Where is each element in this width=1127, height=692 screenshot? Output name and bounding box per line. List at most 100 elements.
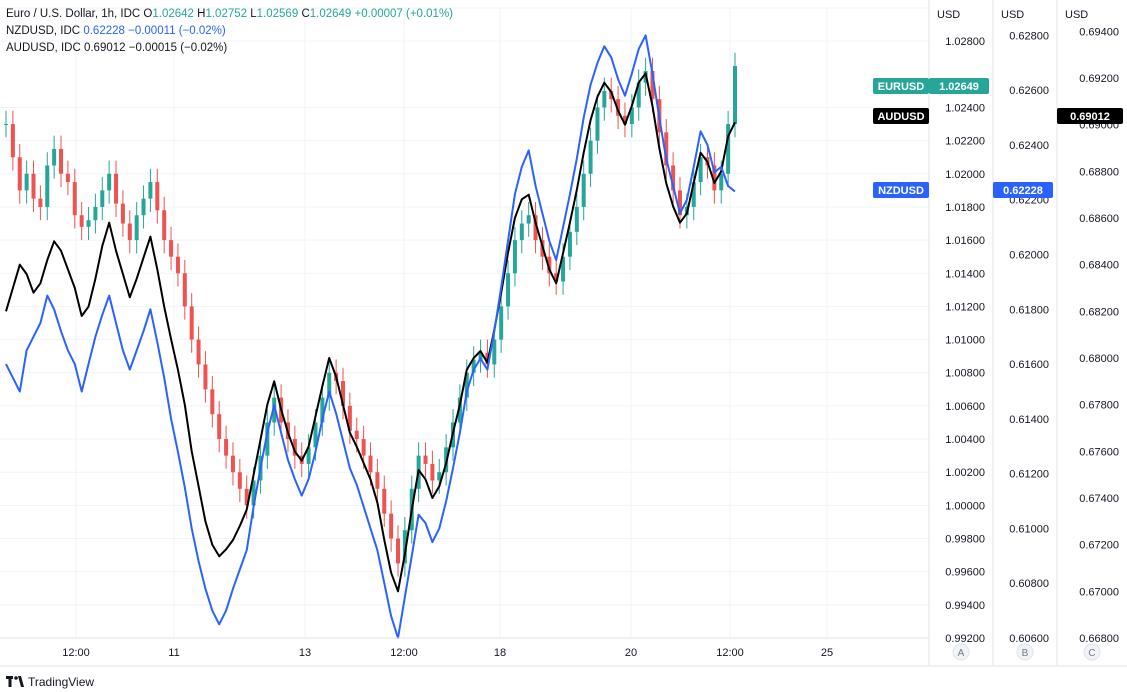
legend-change: +0.00007 (+0.01%) — [354, 8, 453, 20]
axis-b-tick-4: 0.62000 — [1009, 250, 1049, 262]
axis-a-tick-3: 1.02200 — [945, 136, 985, 148]
eurusd-candle-body-91 — [629, 107, 634, 125]
eurusd-candle-body-26 — [182, 273, 187, 307]
eurusd-candle-body-15 — [107, 173, 112, 191]
eurusd-candle-body-50 — [347, 405, 352, 431]
eurusd-candle-body-18 — [127, 223, 132, 241]
audusd-badge-value: 0.69012 — [1070, 111, 1110, 123]
eurusd-candle-body-104 — [719, 173, 724, 191]
eurusd-candle-body-8 — [59, 148, 64, 174]
axis-a-tick-4: 1.02000 — [945, 169, 985, 181]
eurusd-candle-body-66 — [457, 397, 462, 423]
axis-c-button-label: C — [1088, 648, 1095, 659]
eurusd-candle-body-12 — [86, 220, 91, 227]
axis-b-tick-2: 0.62400 — [1009, 140, 1049, 152]
eurusd-candle-body-87 — [602, 90, 607, 108]
axis-a-tick-15: 0.99800 — [945, 534, 985, 546]
eurusd-candle-body-2 — [17, 157, 22, 191]
eurusd-candle-body-56 — [389, 513, 394, 539]
eurusd-candle-body-53 — [368, 455, 373, 473]
eurusd-candle-body-80 — [554, 273, 559, 282]
audusd-badge-value-bg — [1057, 108, 1123, 124]
axis-c-tick-1: 0.69200 — [1079, 73, 1119, 85]
eurusd-candle-body-105 — [726, 124, 731, 174]
eurusd-candle-body-5 — [38, 198, 43, 207]
time-tick-7: 25 — [821, 647, 833, 659]
eurusd-candle-body-103 — [712, 165, 717, 191]
eurusd-candle-body-21 — [148, 182, 153, 199]
eurusd-candle-body-49 — [340, 381, 345, 406]
legend-row-eurusd[interactable]: Euro / U.S. Dollar, 1h, IDC O1.02642 H1.… — [6, 8, 453, 20]
axis-c-button — [1083, 643, 1101, 661]
eurusd-candle-body-74 — [512, 240, 517, 274]
eurusd-candle-body-84 — [581, 173, 586, 207]
time-axis[interactable]: 12:00 11 13 12:00 18 20 12:00 25 — [0, 637, 1127, 667]
axis-a-tick-2: 1.02400 — [945, 102, 985, 114]
legend-nzdusd-change: −0.00011 (−0.02%) — [128, 25, 226, 37]
legend-low: 1.02569 — [256, 8, 299, 20]
axis-c-tick-5: 0.68400 — [1079, 260, 1119, 272]
eurusd-candle-body-57 — [396, 538, 401, 564]
axis-a-tick-10: 1.00800 — [945, 368, 985, 380]
nzdusd-line — [5, 34, 736, 639]
axis-c-tick-11: 0.67200 — [1079, 540, 1119, 552]
eurusd-candle-body-76 — [526, 215, 531, 224]
axis-b-tick-8: 0.61200 — [1009, 469, 1049, 481]
axis-c-tick-8: 0.67800 — [1079, 400, 1119, 412]
eurusd-candle-body-97 — [671, 165, 676, 191]
eurusd-candle-body-23 — [162, 210, 167, 241]
axis-c-tick-12: 0.67000 — [1079, 586, 1119, 598]
eurusd-candle-body-31 — [217, 414, 222, 440]
axis-a-tick-11: 1.00600 — [945, 401, 985, 413]
chart-grid — [0, 7, 929, 639]
tradingview-logo-text: TradingView — [28, 675, 95, 689]
eurusd-candle-body-46 — [320, 397, 325, 423]
price-badges: EURUSD 1.02649 AUDUSD 0.69012 NZDUSD 0.62228 — [873, 78, 1123, 198]
eurusd-candle-body-54 — [375, 472, 380, 489]
axis-a-tick-9: 1.01000 — [945, 335, 985, 347]
legend-audusd-label: AUDUSD, IDC — [6, 42, 81, 54]
legend-row-audusd[interactable]: AUDUSD, IDC 0.69012 −0.00015 (−0.02%) — [6, 40, 453, 57]
eurusd-candle-body-79 — [547, 256, 552, 274]
eurusd-candle-body-98 — [677, 190, 682, 216]
eurusd-candle-body-38 — [265, 422, 270, 456]
axis-c-tick-3: 0.68800 — [1079, 166, 1119, 178]
legend-close: 1.02649 — [309, 8, 352, 20]
legend-open: 1.02642 — [152, 8, 194, 20]
legend: Euro / U.S. Dollar, 1h, IDC O1.02642 H1.… — [6, 6, 453, 57]
eurusd-candle-body-36 — [251, 480, 256, 506]
axis-a-tick-18: 0.99200 — [945, 633, 985, 645]
legend-eurusd-label: Euro / U.S. Dollar, 1h, IDC — [6, 8, 141, 20]
eurusd-candle-body-17 — [120, 203, 125, 224]
eurusd-candle-body-25 — [175, 256, 180, 274]
nzdusd-badge-value: 0.62228 — [1003, 185, 1043, 197]
eurusd-badge-value: 1.02649 — [939, 81, 979, 93]
axis-c-tick-4: 0.68600 — [1079, 213, 1119, 225]
time-tick-6: 12:00 — [716, 647, 744, 659]
axis-a-button-label: A — [958, 648, 965, 659]
tradingview-logo[interactable]: TradingView — [6, 675, 94, 689]
eurusd-candle-body-58 — [402, 530, 407, 564]
eurusd-candle-body-85 — [588, 140, 593, 174]
legend-row-nzdusd[interactable]: NZDUSD, IDC 0.62228 −0.00011 (−0.02%) — [6, 23, 453, 40]
price-axes[interactable]: USD 1.02800 1.02400 1.02200 1.02000 1.01800 1.… — [928, 0, 1127, 666]
eurusd-candle-body-45 — [313, 422, 318, 448]
eurusd-candle-body-1 — [10, 124, 15, 158]
axis-a-tick-16: 0.99600 — [945, 567, 985, 579]
axis-a-tick-6: 1.01600 — [945, 235, 985, 247]
axis-b-tick-1: 0.62600 — [1009, 85, 1049, 97]
eurusd-candle-body-47 — [327, 372, 332, 398]
nzdusd-badge-label-bg — [873, 182, 929, 198]
eurusd-candle-body-20 — [141, 198, 146, 216]
legend-nzdusd-value: 0.62228 — [83, 25, 125, 37]
eurusd-candle-body-52 — [361, 439, 366, 456]
axis-c-tick-9: 0.67600 — [1079, 446, 1119, 458]
legend-nzdusd-label: NZDUSD, IDC — [6, 25, 81, 37]
axis-b-tick-5: 0.61800 — [1009, 304, 1049, 316]
eurusd-candle-body-34 — [237, 472, 242, 489]
eurusd-candle-body-7 — [52, 148, 57, 166]
eurusd-candle-body-29 — [203, 364, 208, 390]
time-tick-4: 18 — [494, 647, 506, 659]
eurusd-candle-body-83 — [574, 206, 579, 232]
